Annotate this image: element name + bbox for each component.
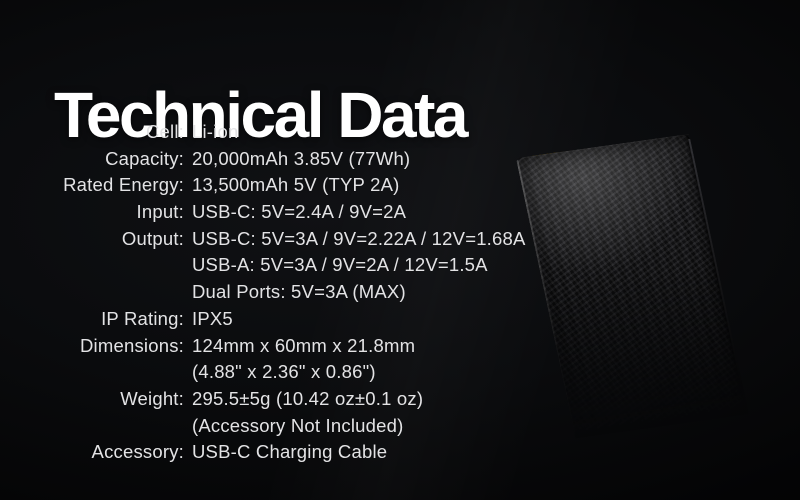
spec-row-output-usbc: Output: USB-C: 5V=3A / 9V=2.22A / 12V=1.… bbox=[0, 226, 560, 253]
spec-row-ip-rating: IP Rating: IPX5 bbox=[0, 306, 560, 333]
spec-label: Rated Energy: bbox=[63, 174, 184, 196]
spec-row-output-usba: USB-A: 5V=3A / 9V=2A / 12V=1.5A bbox=[0, 252, 560, 279]
spec-row-weight-note: (Accessory Not Included) bbox=[0, 413, 560, 440]
spec-value: Dual Ports: 5V=3A (MAX) bbox=[192, 281, 406, 303]
spec-value: USB-C: 5V=2.4A / 9V=2A bbox=[192, 201, 407, 223]
spec-row-cell: Cell: Li-ion bbox=[0, 119, 560, 146]
spec-label: Weight: bbox=[120, 387, 184, 409]
port-slot bbox=[664, 128, 680, 134]
spec-list: Cell: Li-ion Capacity: 20,000mAh 3.85V (… bbox=[0, 119, 560, 466]
spec-value: USB-C Charging Cable bbox=[192, 441, 388, 463]
spec-label: Capacity: bbox=[105, 147, 184, 169]
spec-label: Output: bbox=[121, 227, 184, 249]
spec-value: 295.5±5g (10.42 oz±0.1 oz) bbox=[192, 387, 424, 409]
spec-value: 124mm x 60mm x 21.8mm bbox=[192, 334, 416, 356]
power-button bbox=[681, 125, 691, 131]
port-slot bbox=[643, 131, 657, 137]
spec-label: Input: bbox=[136, 201, 184, 223]
spec-row-rated-energy: Rated Energy: 13,500mAh 5V (TYP 2A) bbox=[0, 172, 560, 199]
spec-row-accessory: Accessory: USB-C Charging Cable bbox=[0, 439, 560, 466]
spec-row-dimensions-inch: (4.88" x 2.36" x 0.86") bbox=[0, 359, 560, 386]
spec-label: Accessory: bbox=[91, 441, 184, 463]
spec-row-capacity: Capacity: 20,000mAh 3.85V (77Wh) bbox=[0, 146, 560, 173]
spec-label: IP Rating: bbox=[101, 307, 184, 329]
spec-value: USB-C: 5V=3A / 9V=2.22A / 12V=1.68A bbox=[192, 227, 526, 249]
spec-label: Dimensions: bbox=[80, 334, 184, 356]
spec-row-weight: Weight: 295.5±5g (10.42 oz±0.1 oz) bbox=[0, 386, 560, 413]
spec-value: 20,000mAh 3.85V (77Wh) bbox=[192, 147, 411, 169]
usb-a-port-slot bbox=[619, 133, 639, 140]
spec-value: IPX5 bbox=[192, 307, 233, 329]
spec-value: (Accessory Not Included) bbox=[192, 414, 404, 436]
spec-row-input: Input: USB-C: 5V=2.4A / 9V=2A bbox=[0, 199, 560, 226]
spec-row-output-dual: Dual Ports: 5V=3A (MAX) bbox=[0, 279, 560, 306]
spec-value: Li-ion bbox=[192, 121, 239, 142]
spec-value: 13,500mAh 5V (TYP 2A) bbox=[192, 174, 400, 196]
spec-value: (4.88" x 2.36" x 0.86") bbox=[192, 361, 376, 383]
spec-row-dimensions-mm: Dimensions: 124mm x 60mm x 21.8mm bbox=[0, 333, 560, 360]
spec-label: Cell: bbox=[145, 121, 184, 142]
spec-value: USB-A: 5V=3A / 9V=2A / 12V=1.5A bbox=[192, 254, 488, 276]
